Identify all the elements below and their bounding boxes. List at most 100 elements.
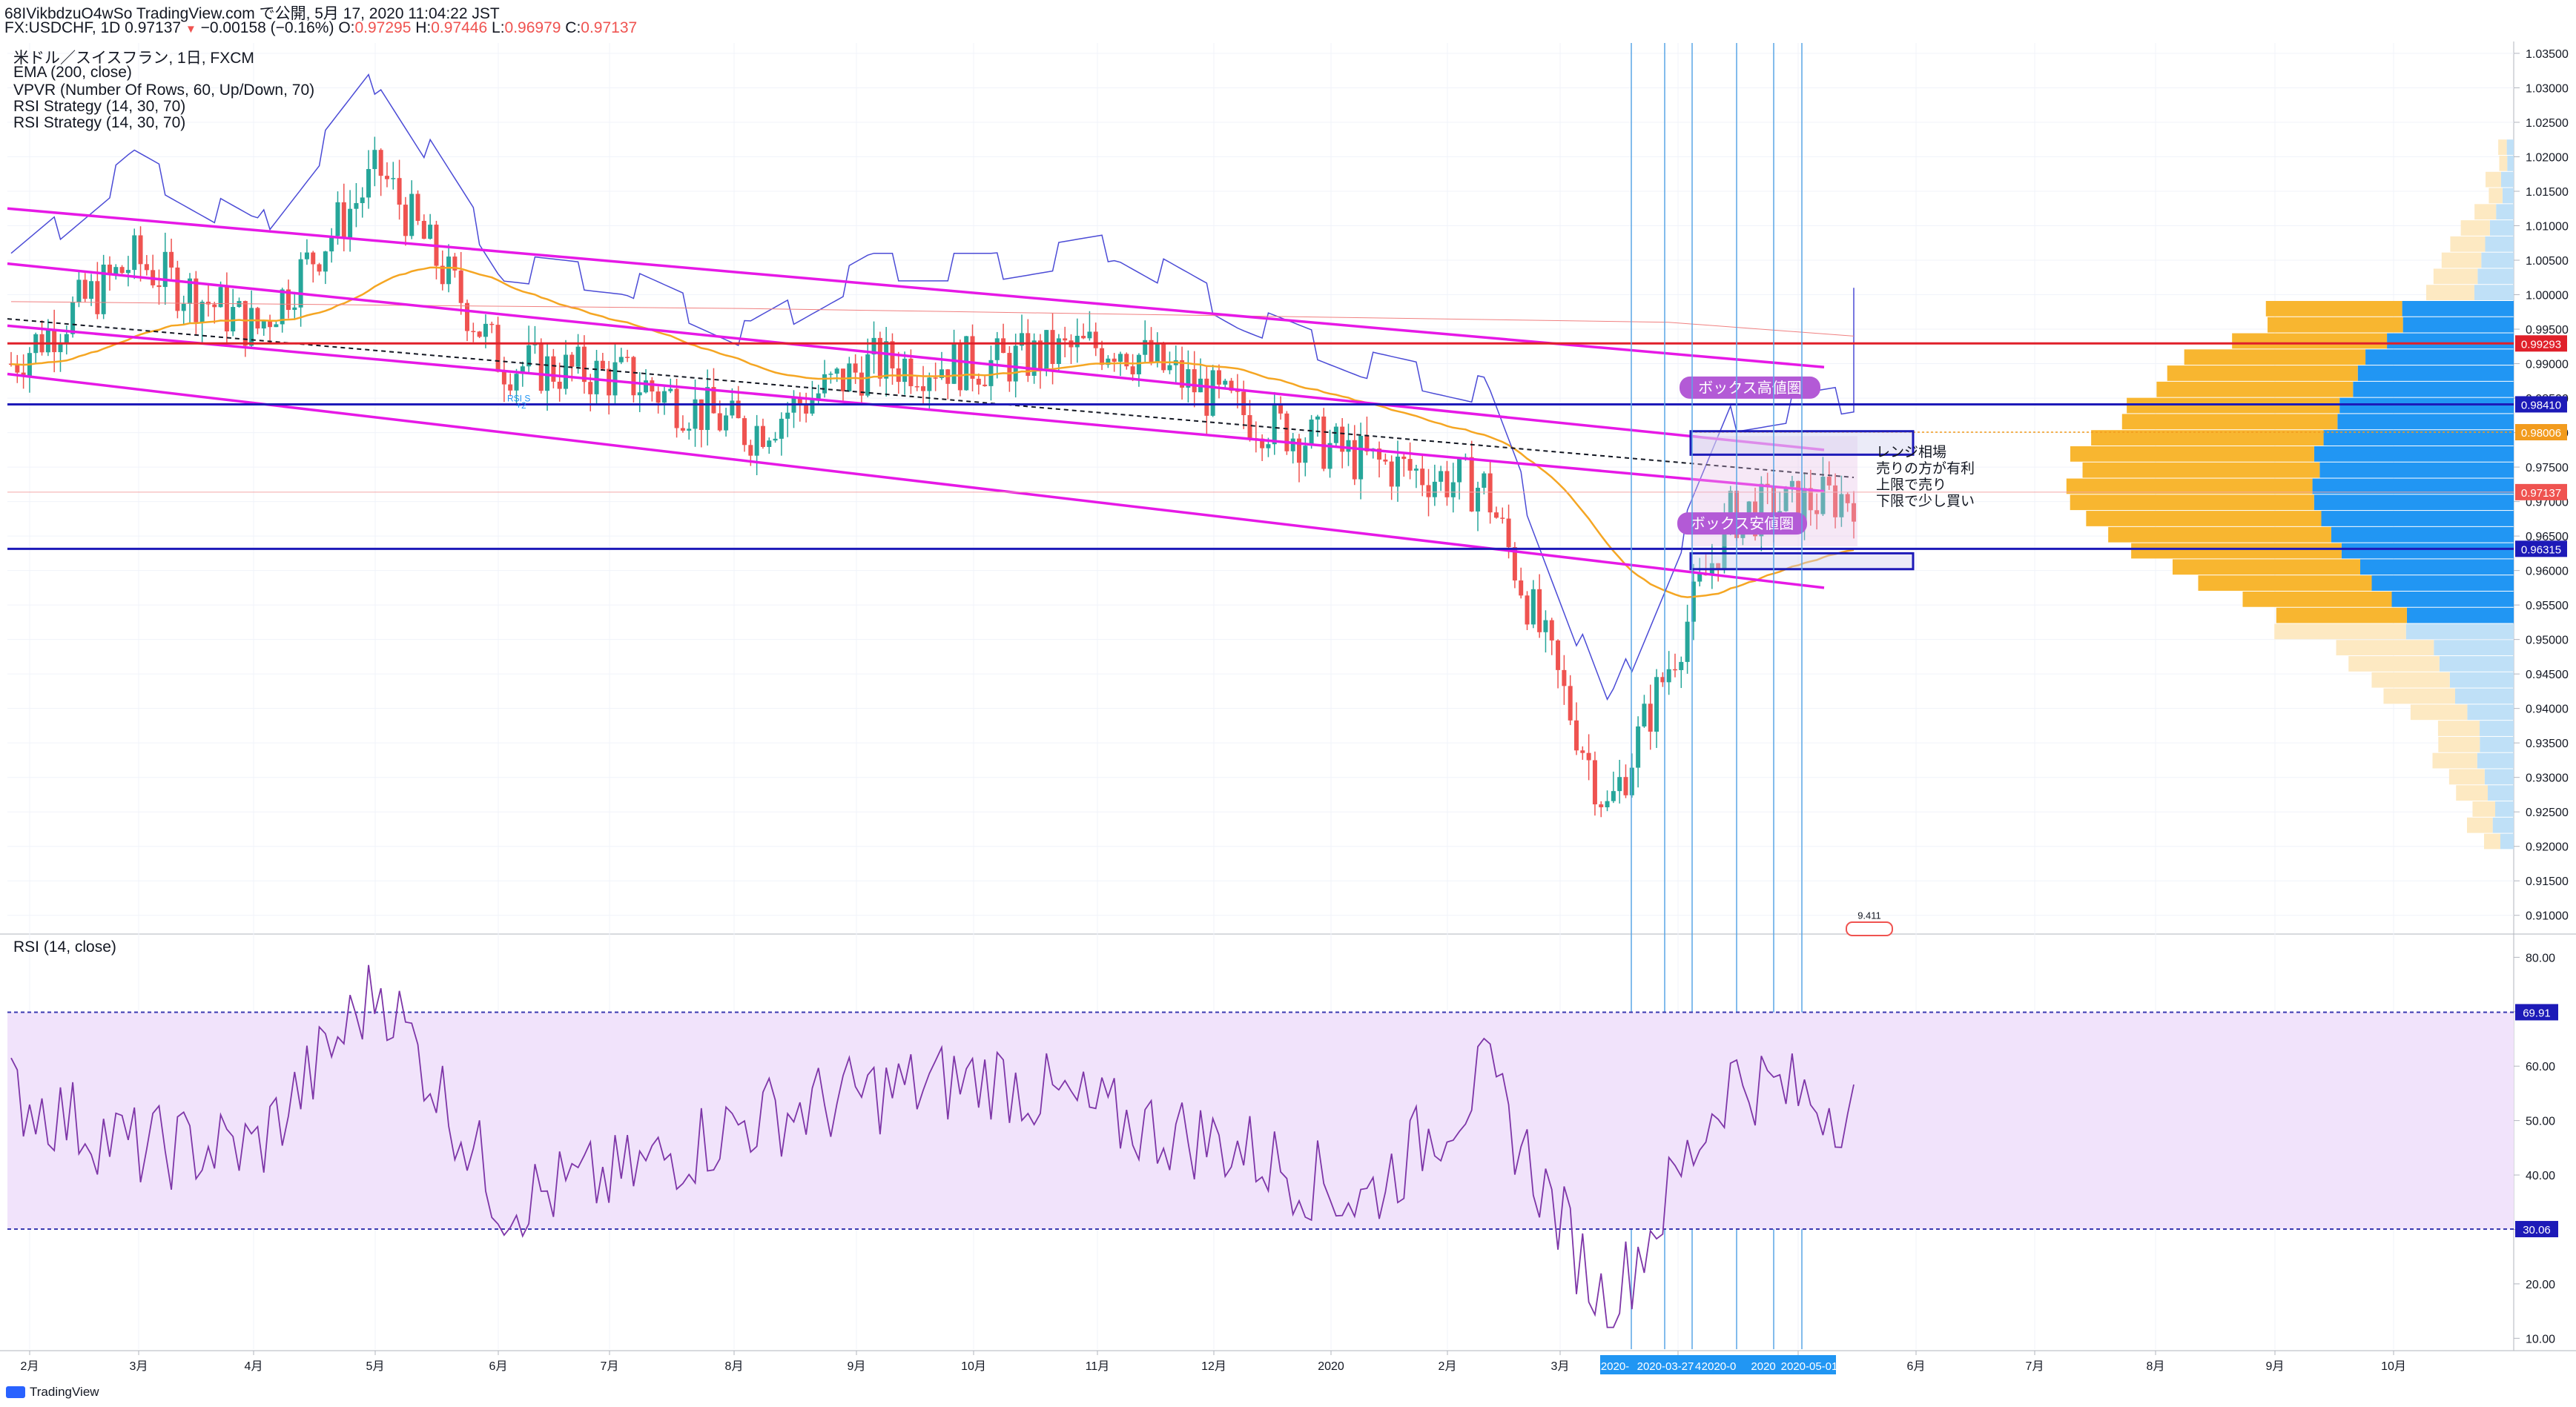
price-label-text: 0.99293: [2521, 338, 2561, 351]
legend-rsi-strategy-2[interactable]: RSI Strategy (14, 30, 70): [13, 114, 185, 132]
vpvr-up-bar: [2324, 430, 2514, 446]
candle-body: [342, 202, 346, 238]
candle-body: [397, 178, 402, 205]
price-label-text: 0.98006: [2521, 427, 2561, 440]
vpvr-up-bar: [2440, 656, 2514, 672]
price-tick-label: 0.95500: [2526, 600, 2569, 612]
down-triangle-icon: ▼: [185, 23, 196, 36]
vpvr-up-bar: [2481, 253, 2514, 268]
time-tick-label: 3月: [1551, 1360, 1570, 1373]
open-value: 0.97295: [354, 19, 411, 36]
candle-body: [952, 343, 957, 384]
candle-body: [644, 380, 648, 392]
candle-body: [1100, 348, 1104, 365]
price-tick-label: 0.92000: [2526, 841, 2569, 854]
range-note-line: 下限で少し買い: [1876, 493, 1975, 509]
symbol-header: FX:USDCHF, 1D 0.97137 ▼ −0.00158 (−0.16%…: [4, 19, 637, 37]
candle-body: [650, 380, 654, 391]
candle-body: [1439, 471, 1443, 481]
candle-body: [1654, 677, 1659, 732]
legend-ema[interactable]: EMA (200, close): [13, 64, 132, 82]
candle-body: [668, 389, 673, 391]
candle-body: [1038, 340, 1043, 369]
candle-body: [145, 264, 149, 270]
vpvr-up-bar: [2480, 737, 2514, 752]
candle-body: [1167, 365, 1172, 371]
price-tick-label: 1.03000: [2526, 82, 2569, 95]
time-tick-label: 5月: [366, 1360, 385, 1373]
rsi-panel-title[interactable]: RSI (14, close): [13, 938, 116, 956]
legend-rsi-strategy-1[interactable]: RSI Strategy (14, 30, 70): [13, 98, 185, 116]
time-tick-label: 2月: [1439, 1360, 1457, 1373]
date-highlight-label: 2020-: [1601, 1360, 1629, 1373]
box-high-callout-text: ボックス高値圏: [1698, 380, 1801, 397]
candle-body: [1494, 512, 1499, 517]
vpvr-up-bar: [2387, 334, 2514, 349]
footer-brand[interactable]: TradingView: [6, 1385, 99, 1400]
price-tick-label: 0.96000: [2526, 566, 2569, 578]
candle-body: [1537, 589, 1542, 632]
vpvr-down-bar: [2449, 769, 2485, 784]
candle-body: [1044, 330, 1048, 370]
vpvr-down-bar: [2070, 446, 2314, 462]
candle-body: [70, 302, 75, 334]
vpvr-down-bar: [2173, 559, 2360, 575]
candle-body: [835, 368, 839, 374]
candle-body: [828, 374, 833, 375]
candle-body: [1284, 414, 1289, 451]
candle-body: [1334, 427, 1338, 443]
candle-body: [1217, 370, 1221, 384]
footer-brand-label: TradingView: [30, 1385, 99, 1400]
tradingview-logo-icon: [6, 1386, 25, 1398]
candle-body: [212, 305, 217, 308]
candle-body: [1685, 622, 1690, 662]
candle-body: [564, 355, 568, 389]
candle-body: [1550, 620, 1554, 640]
candle-body: [687, 428, 691, 431]
candle-body: [1611, 791, 1616, 801]
candle-body: [1204, 379, 1209, 416]
candle-body: [601, 361, 605, 369]
candle-body: [1427, 485, 1431, 497]
candle-body: [1482, 474, 1486, 488]
vpvr-up-bar: [2477, 753, 2514, 769]
candle-body: [200, 302, 205, 322]
candle-body: [681, 428, 685, 430]
vpvr-up-bar: [2480, 721, 2514, 736]
rsi-band: [7, 1012, 2514, 1229]
vpvr-down-bar: [2411, 704, 2468, 720]
candle-body: [219, 287, 223, 307]
vpvr-down-bar: [2438, 721, 2480, 736]
vpvr-down-bar: [2198, 575, 2371, 591]
candle-body: [576, 347, 581, 367]
price-tick-label: 0.93000: [2526, 772, 2569, 785]
candle-body: [1507, 519, 1511, 548]
candle-body: [83, 279, 87, 299]
rsi-tick-label: 50.00: [2526, 1116, 2555, 1128]
price-tick-label: 1.02000: [2526, 151, 2569, 164]
vpvr-down-bar: [2484, 834, 2500, 850]
candle-body: [958, 343, 962, 390]
candle-body: [865, 354, 870, 396]
candle-body: [785, 413, 790, 419]
legend-vpvr[interactable]: VPVR (Number Of Rows, 60, Up/Down, 70): [13, 82, 314, 99]
candle-body: [489, 324, 494, 325]
candle-body: [274, 324, 278, 327]
candle-body: [1118, 354, 1123, 362]
candle-body: [354, 203, 358, 209]
candle-body: [779, 419, 784, 439]
rsi-tick-label: 80.00: [2526, 952, 2555, 964]
vpvr-up-bar: [2403, 317, 2514, 333]
candle-body: [582, 347, 587, 383]
vpvr-down-bar: [2108, 527, 2331, 543]
time-tick-label: 4月: [245, 1360, 263, 1373]
price-label-text: 0.97137: [2521, 487, 2561, 500]
time-tick-label: 6月: [489, 1360, 508, 1373]
candle-body: [305, 253, 309, 259]
rsi-tick-label: 10.00: [2526, 1333, 2555, 1345]
vpvr-up-bar: [2406, 624, 2514, 640]
price-tick-label: 1.03500: [2526, 48, 2569, 61]
vpvr-up-bar: [2313, 479, 2514, 494]
vpvr-down-bar: [2274, 624, 2406, 640]
